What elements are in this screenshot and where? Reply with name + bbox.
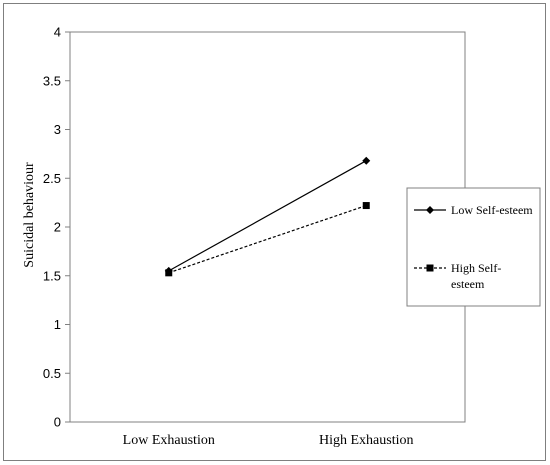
y-axis: 0 0.5 1 1.5 2 2.5 3 3.5 4 [43,25,70,430]
x-category-label: Low Exhaustion [123,433,215,448]
y-tick-label: 1 [54,317,61,332]
y-axis-label: Suicidal behaviour [22,162,37,268]
y-tick-label: 0.5 [43,366,61,381]
legend: Low Self-esteem High Self-esteem [406,187,541,307]
data-point [362,202,370,210]
series-group [164,156,371,277]
series-line-1 [168,160,367,272]
y-tick-label: 2 [54,220,61,235]
y-tick-label: 4 [54,25,61,40]
data-point [165,269,173,277]
legend-label: High Self-esteem [451,261,501,291]
y-tick-label: 2.5 [43,171,61,186]
data-point [362,156,371,165]
legend-swatch-marker [426,264,434,272]
y-tick-label: 0 [54,415,61,430]
legend-box [406,187,541,307]
legend-label: Low Self-esteem [451,203,533,217]
plot-area [69,31,466,423]
legend-swatch-marker [426,206,434,214]
x-axis: Low Exhaustion High Exhaustion [123,433,414,448]
x-category-label: High Exhaustion [319,433,414,448]
y-tick-label: 3 [54,122,61,137]
y-tick-label: 3.5 [43,73,61,88]
y-tick-label: 1.5 [43,268,61,283]
